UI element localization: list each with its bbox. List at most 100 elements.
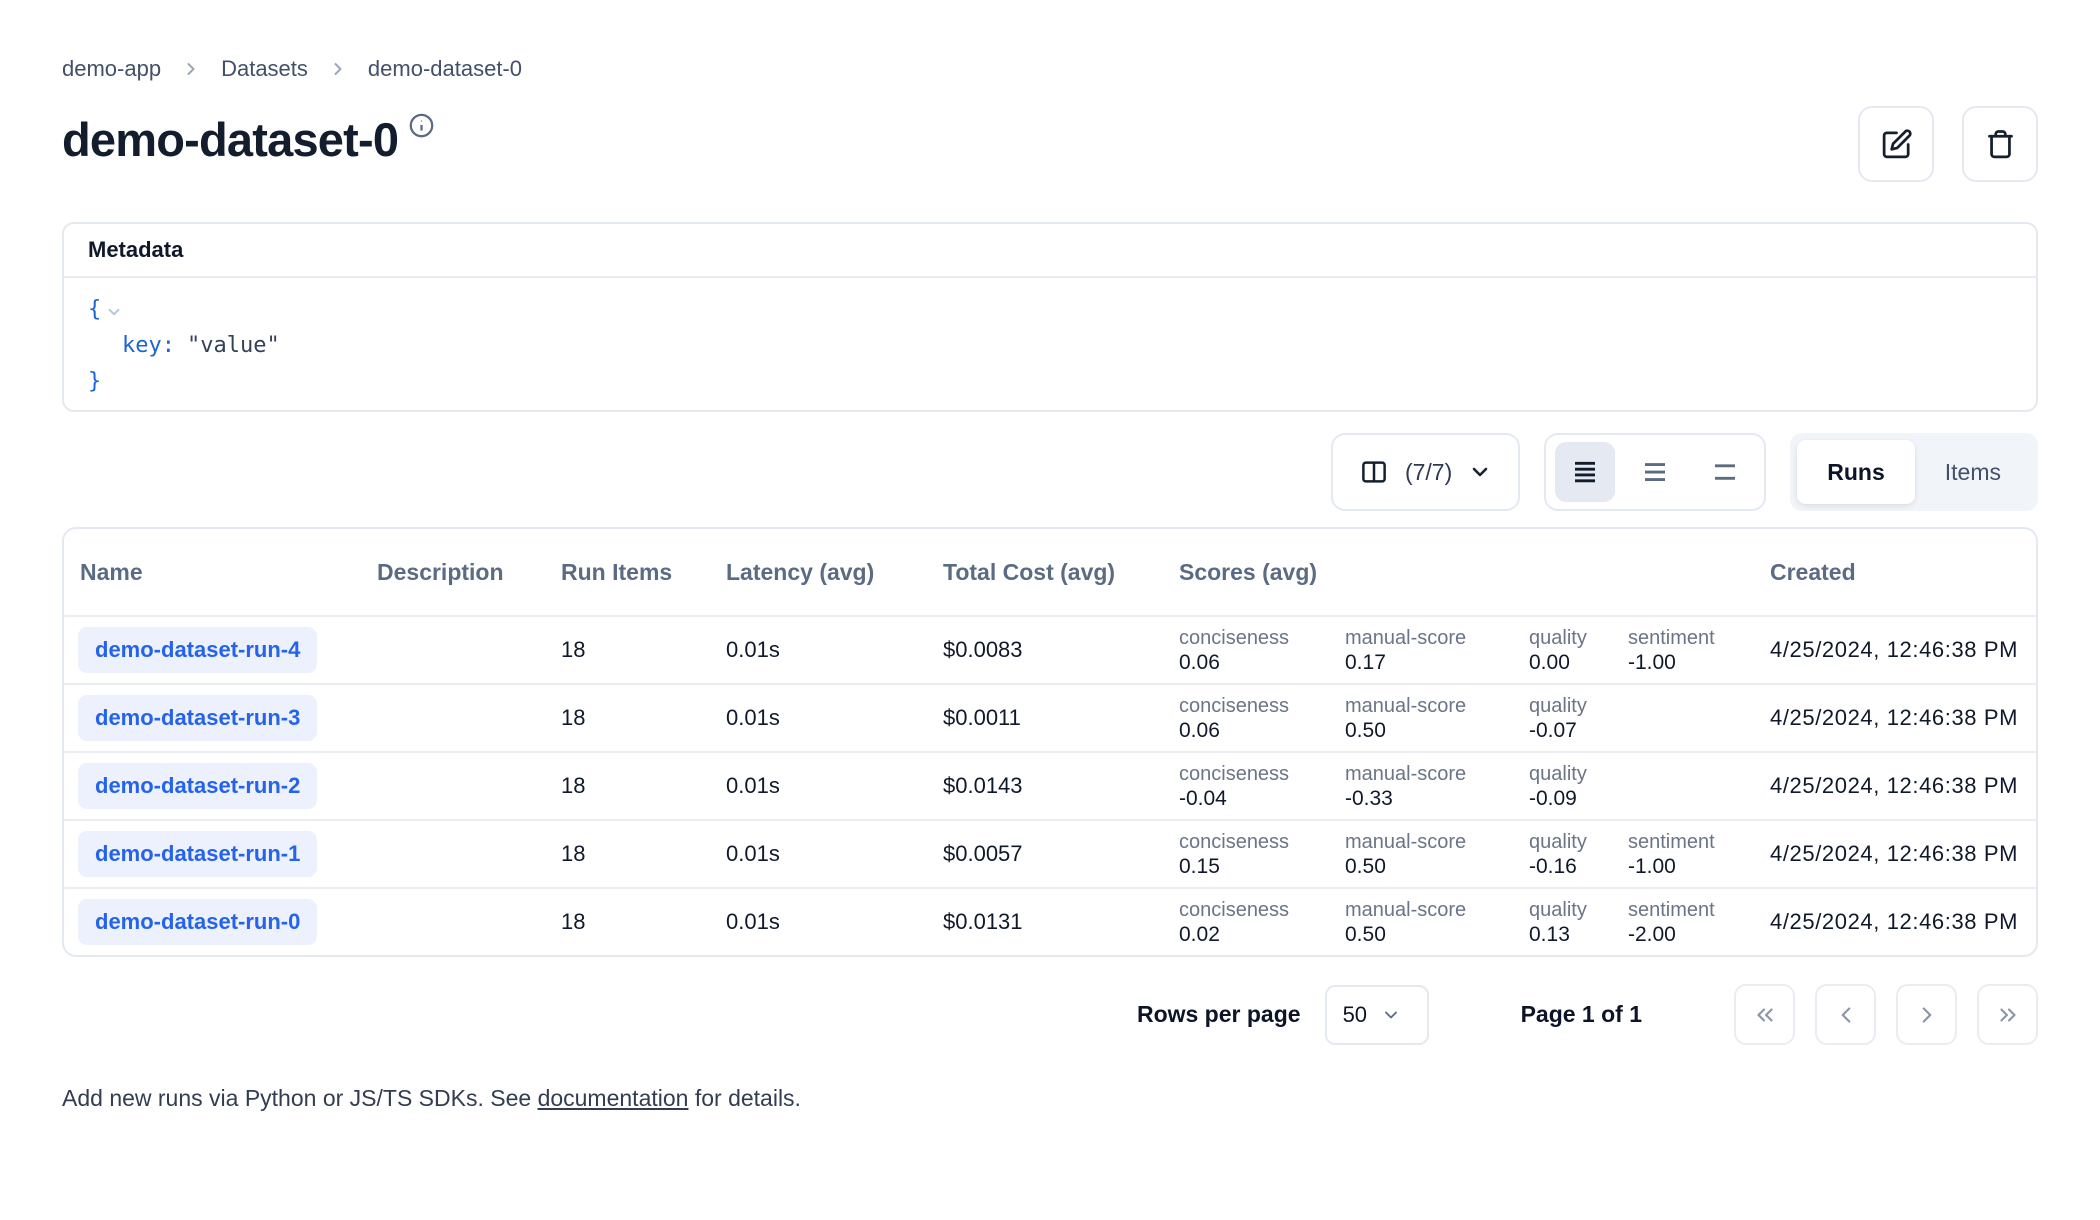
score-name: manual-score (1345, 626, 1467, 649)
score-name: sentiment (1628, 898, 1715, 921)
run-name-link[interactable]: demo-dataset-run-0 (78, 899, 318, 945)
score-cell: conciseness 0.06 (1179, 694, 1345, 743)
table-toolbar: (7/7) Runs Ite (62, 433, 2038, 511)
chevrons-right-icon (1995, 1002, 2021, 1028)
score-name: conciseness (1179, 762, 1290, 785)
rows-medium-icon (1640, 457, 1670, 487)
rows-tall-icon (1710, 457, 1740, 487)
score-name: conciseness (1179, 830, 1290, 853)
score-cell: manual-score 0.17 (1345, 626, 1529, 675)
score-value: 0.02 (1179, 922, 1220, 946)
chevron-right-icon (328, 59, 348, 79)
score-name: quality (1529, 898, 1587, 921)
run-scores: conciseness 0.06 manual-score 0.50 quality -0… (1179, 694, 1770, 743)
table-row: demo-dataset-run-2 18 0.01s $0.0143 conc… (64, 751, 2036, 819)
run-name-link[interactable]: demo-dataset-run-2 (78, 763, 318, 809)
column-header-run-items: Run Items (561, 558, 673, 585)
column-header-description: Description (377, 558, 504, 585)
json-value: "value" (186, 333, 280, 358)
score-name: quality (1529, 626, 1587, 649)
last-page-button[interactable] (1977, 984, 2038, 1045)
row-height-small-button[interactable] (1555, 442, 1616, 502)
score-value: -2.00 (1628, 922, 1676, 946)
run-latency: 0.01s (726, 773, 780, 798)
pager-buttons (1734, 984, 2038, 1045)
score-value: -0.16 (1529, 854, 1577, 878)
run-name-link[interactable]: demo-dataset-run-3 (78, 695, 318, 741)
run-created-timestamp: 4/25/2024, 12:46:38 PM (1770, 773, 2019, 798)
score-cell: manual-score -0.33 (1345, 762, 1529, 811)
score-value: -0.33 (1345, 786, 1393, 810)
breadcrumb-item-project[interactable]: demo-app (62, 56, 162, 81)
rows-per-page-select[interactable]: 50 (1324, 984, 1429, 1045)
score-name: manual-score (1345, 898, 1467, 921)
score-cell: sentiment -1.00 (1628, 626, 1770, 675)
chevron-down-icon[interactable] (105, 303, 123, 321)
run-created-timestamp: 4/25/2024, 12:46:38 PM (1770, 637, 2019, 662)
table-row: demo-dataset-run-3 18 0.01s $0.0011 conc… (64, 683, 2036, 751)
rows-per-page-value: 50 (1342, 1001, 1368, 1027)
score-value: 0.00 (1529, 650, 1570, 674)
breadcrumb-item-current[interactable]: demo-dataset-0 (367, 56, 522, 81)
run-total-cost: $0.0057 (943, 841, 1023, 866)
json-close-brace: } (88, 369, 102, 394)
row-height-medium-button[interactable] (1625, 442, 1685, 502)
run-name-link[interactable]: demo-dataset-run-4 (78, 627, 318, 673)
run-scores: conciseness 0.15 manual-score 0.50 quality -0… (1179, 830, 1770, 879)
score-name: manual-score (1345, 762, 1467, 785)
column-count-label: (7/7) (1404, 458, 1453, 485)
metadata-json-viewer: { key: "value" } (64, 278, 2036, 410)
score-value: 0.13 (1529, 922, 1570, 946)
score-cell: quality 0.00 (1529, 626, 1628, 675)
metadata-card: Metadata { key: "value" } (62, 222, 2038, 412)
sdk-hint-text-before: Add new runs via Python or JS/TS SDKs. S… (62, 1085, 538, 1111)
run-latency: 0.01s (726, 909, 780, 934)
tab-runs[interactable]: Runs (1797, 440, 1915, 504)
rows-dense-icon (1570, 457, 1600, 487)
score-cell: conciseness -0.04 (1179, 762, 1345, 811)
column-header-created: Created (1770, 558, 1856, 585)
column-header-scores: Scores (avg) (1179, 558, 1318, 585)
table-row: demo-dataset-run-0 18 0.01s $0.0131 conc… (64, 887, 2036, 955)
row-height-large-button[interactable] (1695, 442, 1755, 502)
run-latency: 0.01s (726, 841, 780, 866)
tab-items[interactable]: Items (1944, 458, 2001, 485)
first-page-button[interactable] (1734, 984, 1795, 1045)
run-name-link[interactable]: demo-dataset-run-1 (78, 831, 318, 877)
score-value: 0.50 (1345, 854, 1386, 878)
column-visibility-button[interactable]: (7/7) (1330, 433, 1521, 511)
score-name: manual-score (1345, 830, 1467, 853)
pagination-bar: Rows per page 50 Page 1 of 1 (62, 984, 2038, 1045)
run-scores: conciseness 0.06 manual-score 0.17 quality 0.… (1179, 626, 1770, 675)
run-latency: 0.01s (726, 705, 780, 730)
page-title: demo-dataset-0 (62, 113, 399, 166)
score-cell: sentiment -1.00 (1628, 830, 1770, 879)
score-name: manual-score (1345, 694, 1467, 717)
sdk-hint-text-after: for details. (688, 1085, 801, 1111)
score-cell: quality 0.13 (1529, 898, 1628, 947)
pencil-square-icon (1880, 128, 1913, 161)
breadcrumb-item-datasets[interactable]: Datasets (221, 56, 308, 81)
row-height-toggle-group (1544, 433, 1767, 511)
score-cell: manual-score 0.50 (1345, 898, 1529, 947)
columns-icon (1359, 457, 1389, 487)
score-value: 0.50 (1345, 922, 1386, 946)
next-page-button[interactable] (1896, 984, 1957, 1045)
info-icon[interactable] (408, 112, 435, 139)
score-name: conciseness (1179, 898, 1290, 921)
trash-icon (1984, 128, 2017, 161)
score-cell: quality -0.07 (1529, 694, 1628, 743)
chevron-left-icon (1833, 1002, 1859, 1028)
edit-dataset-button[interactable] (1858, 106, 1934, 182)
chevrons-left-icon (1752, 1002, 1778, 1028)
rows-per-page-label: Rows per page (1136, 1001, 1301, 1027)
delete-dataset-button[interactable] (1962, 106, 2038, 182)
previous-page-button[interactable] (1815, 984, 1876, 1045)
json-open-brace: { (88, 297, 102, 322)
run-created-timestamp: 4/25/2024, 12:46:38 PM (1770, 705, 2019, 730)
score-cell: sentiment -2.00 (1628, 898, 1770, 947)
run-latency: 0.01s (726, 637, 780, 662)
score-name: conciseness (1179, 626, 1290, 649)
documentation-link[interactable]: documentation (537, 1085, 689, 1111)
run-total-cost: $0.0083 (943, 637, 1023, 662)
